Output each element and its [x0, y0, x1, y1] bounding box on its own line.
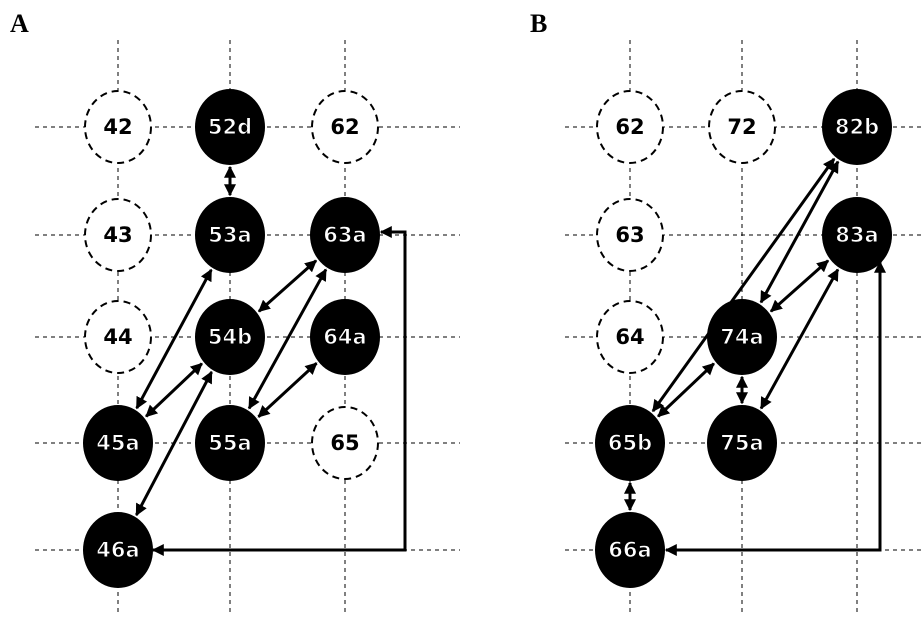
node-circle	[595, 405, 665, 481]
node: 62	[596, 90, 664, 164]
node: 62	[311, 90, 379, 164]
node: 43	[84, 198, 152, 272]
node: 44	[84, 300, 152, 374]
node-label: 53a	[208, 223, 251, 247]
node: 46a	[83, 512, 153, 588]
node-label: 52d	[208, 115, 252, 139]
arrow	[257, 362, 318, 418]
node-label: 75a	[720, 431, 763, 455]
node: 64a	[310, 299, 380, 375]
node-circle	[596, 90, 664, 164]
node-label: 82b	[835, 115, 879, 139]
node-circle	[195, 405, 265, 481]
node: 75a	[707, 405, 777, 481]
node-label: 63	[615, 223, 644, 247]
node-label: 44	[103, 325, 132, 349]
node-circle	[311, 406, 379, 480]
node: 65	[311, 406, 379, 480]
node-circle	[84, 300, 152, 374]
node: 72	[708, 90, 776, 164]
node-circle	[195, 299, 265, 375]
arrow	[664, 260, 886, 556]
node: 54b	[195, 299, 265, 375]
arrow	[151, 226, 407, 556]
node-circle	[595, 512, 665, 588]
node-label: 65	[330, 431, 359, 455]
node-circle	[708, 90, 776, 164]
node: 74a	[707, 299, 777, 375]
node-label: 46a	[96, 538, 139, 562]
node-circle	[311, 90, 379, 164]
node: 45a	[83, 405, 153, 481]
node: 65b	[595, 405, 665, 481]
node-label: 83a	[835, 223, 878, 247]
node-circle	[195, 197, 265, 273]
node: 53a	[195, 197, 265, 273]
node-circle	[83, 512, 153, 588]
node-circle	[84, 90, 152, 164]
node-circle	[707, 299, 777, 375]
node: 66a	[595, 512, 665, 588]
node-circle	[596, 198, 664, 272]
panel-label: A	[10, 9, 29, 38]
panel-label: B	[530, 9, 547, 38]
node-label: 45a	[96, 431, 139, 455]
node: 52d	[195, 89, 265, 165]
node-circle	[310, 197, 380, 273]
node-label: 62	[330, 115, 359, 139]
node: 55a	[195, 405, 265, 481]
node: 63a	[310, 197, 380, 273]
node-circle	[195, 89, 265, 165]
node-label: 43	[103, 223, 132, 247]
node-label: 54b	[208, 325, 252, 349]
node-label: 66a	[608, 538, 651, 562]
node: 64	[596, 300, 664, 374]
node-label: 42	[103, 115, 132, 139]
node-circle	[83, 405, 153, 481]
node-label: 55a	[208, 431, 251, 455]
node-circle	[822, 197, 892, 273]
node-circle	[596, 300, 664, 374]
node: 83a	[822, 197, 892, 273]
node: 82b	[822, 89, 892, 165]
node-label: 63a	[323, 223, 366, 247]
node: 63	[596, 198, 664, 272]
node-label: 74a	[720, 325, 763, 349]
node-label: 64a	[323, 325, 366, 349]
node-label: 72	[727, 115, 756, 139]
node-circle	[822, 89, 892, 165]
node-label: 64	[615, 325, 644, 349]
node: 42	[84, 90, 152, 164]
node-label: 62	[615, 115, 644, 139]
node-circle	[707, 405, 777, 481]
node-label: 65b	[608, 431, 652, 455]
node-circle	[310, 299, 380, 375]
node-circle	[84, 198, 152, 272]
